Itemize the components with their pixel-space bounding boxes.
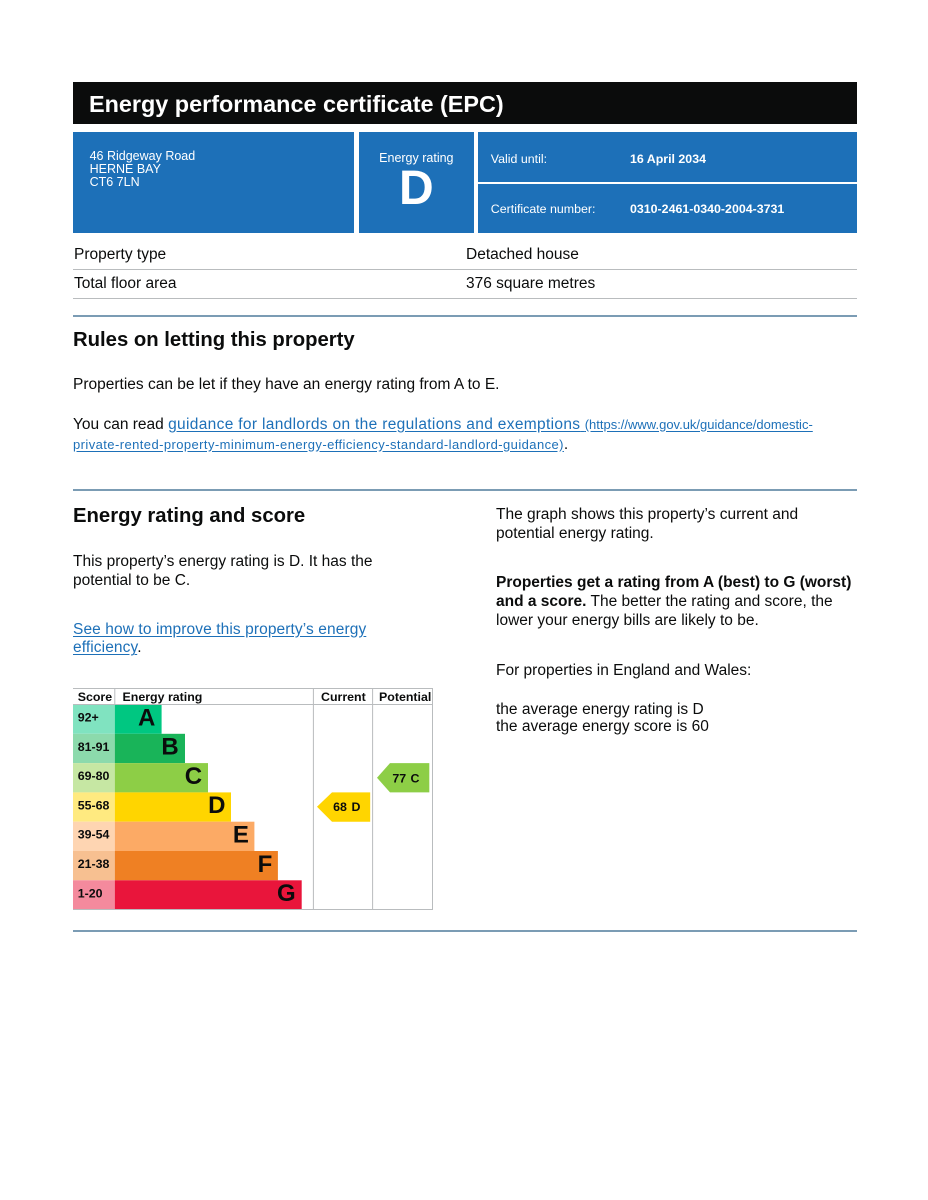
svg-text:55-68: 55-68 (78, 798, 110, 812)
svg-text:G: G (277, 880, 296, 907)
svg-text:Score: Score (78, 690, 113, 704)
svg-text:D: D (208, 792, 225, 819)
svg-text:68: 68 (333, 800, 347, 814)
svg-text:Potential: Potential (379, 690, 431, 704)
svg-text:69-80: 69-80 (78, 769, 110, 783)
svg-text:39-54: 39-54 (78, 828, 110, 842)
svg-text:92+: 92+ (78, 711, 99, 725)
svg-text:Energy rating: Energy rating (123, 690, 203, 704)
svg-text:C: C (185, 763, 202, 790)
svg-text:A: A (138, 704, 155, 731)
svg-text:1-20: 1-20 (78, 886, 103, 900)
svg-text:B: B (161, 734, 178, 761)
svg-text:81-91: 81-91 (78, 740, 110, 754)
svg-text:77: 77 (392, 772, 406, 786)
svg-text:Current: Current (321, 690, 366, 704)
svg-text:F: F (258, 851, 273, 878)
svg-text:E: E (233, 822, 249, 849)
svg-text:21-38: 21-38 (78, 857, 110, 871)
svg-text:D: D (352, 800, 361, 814)
svg-text:C: C (411, 772, 420, 786)
